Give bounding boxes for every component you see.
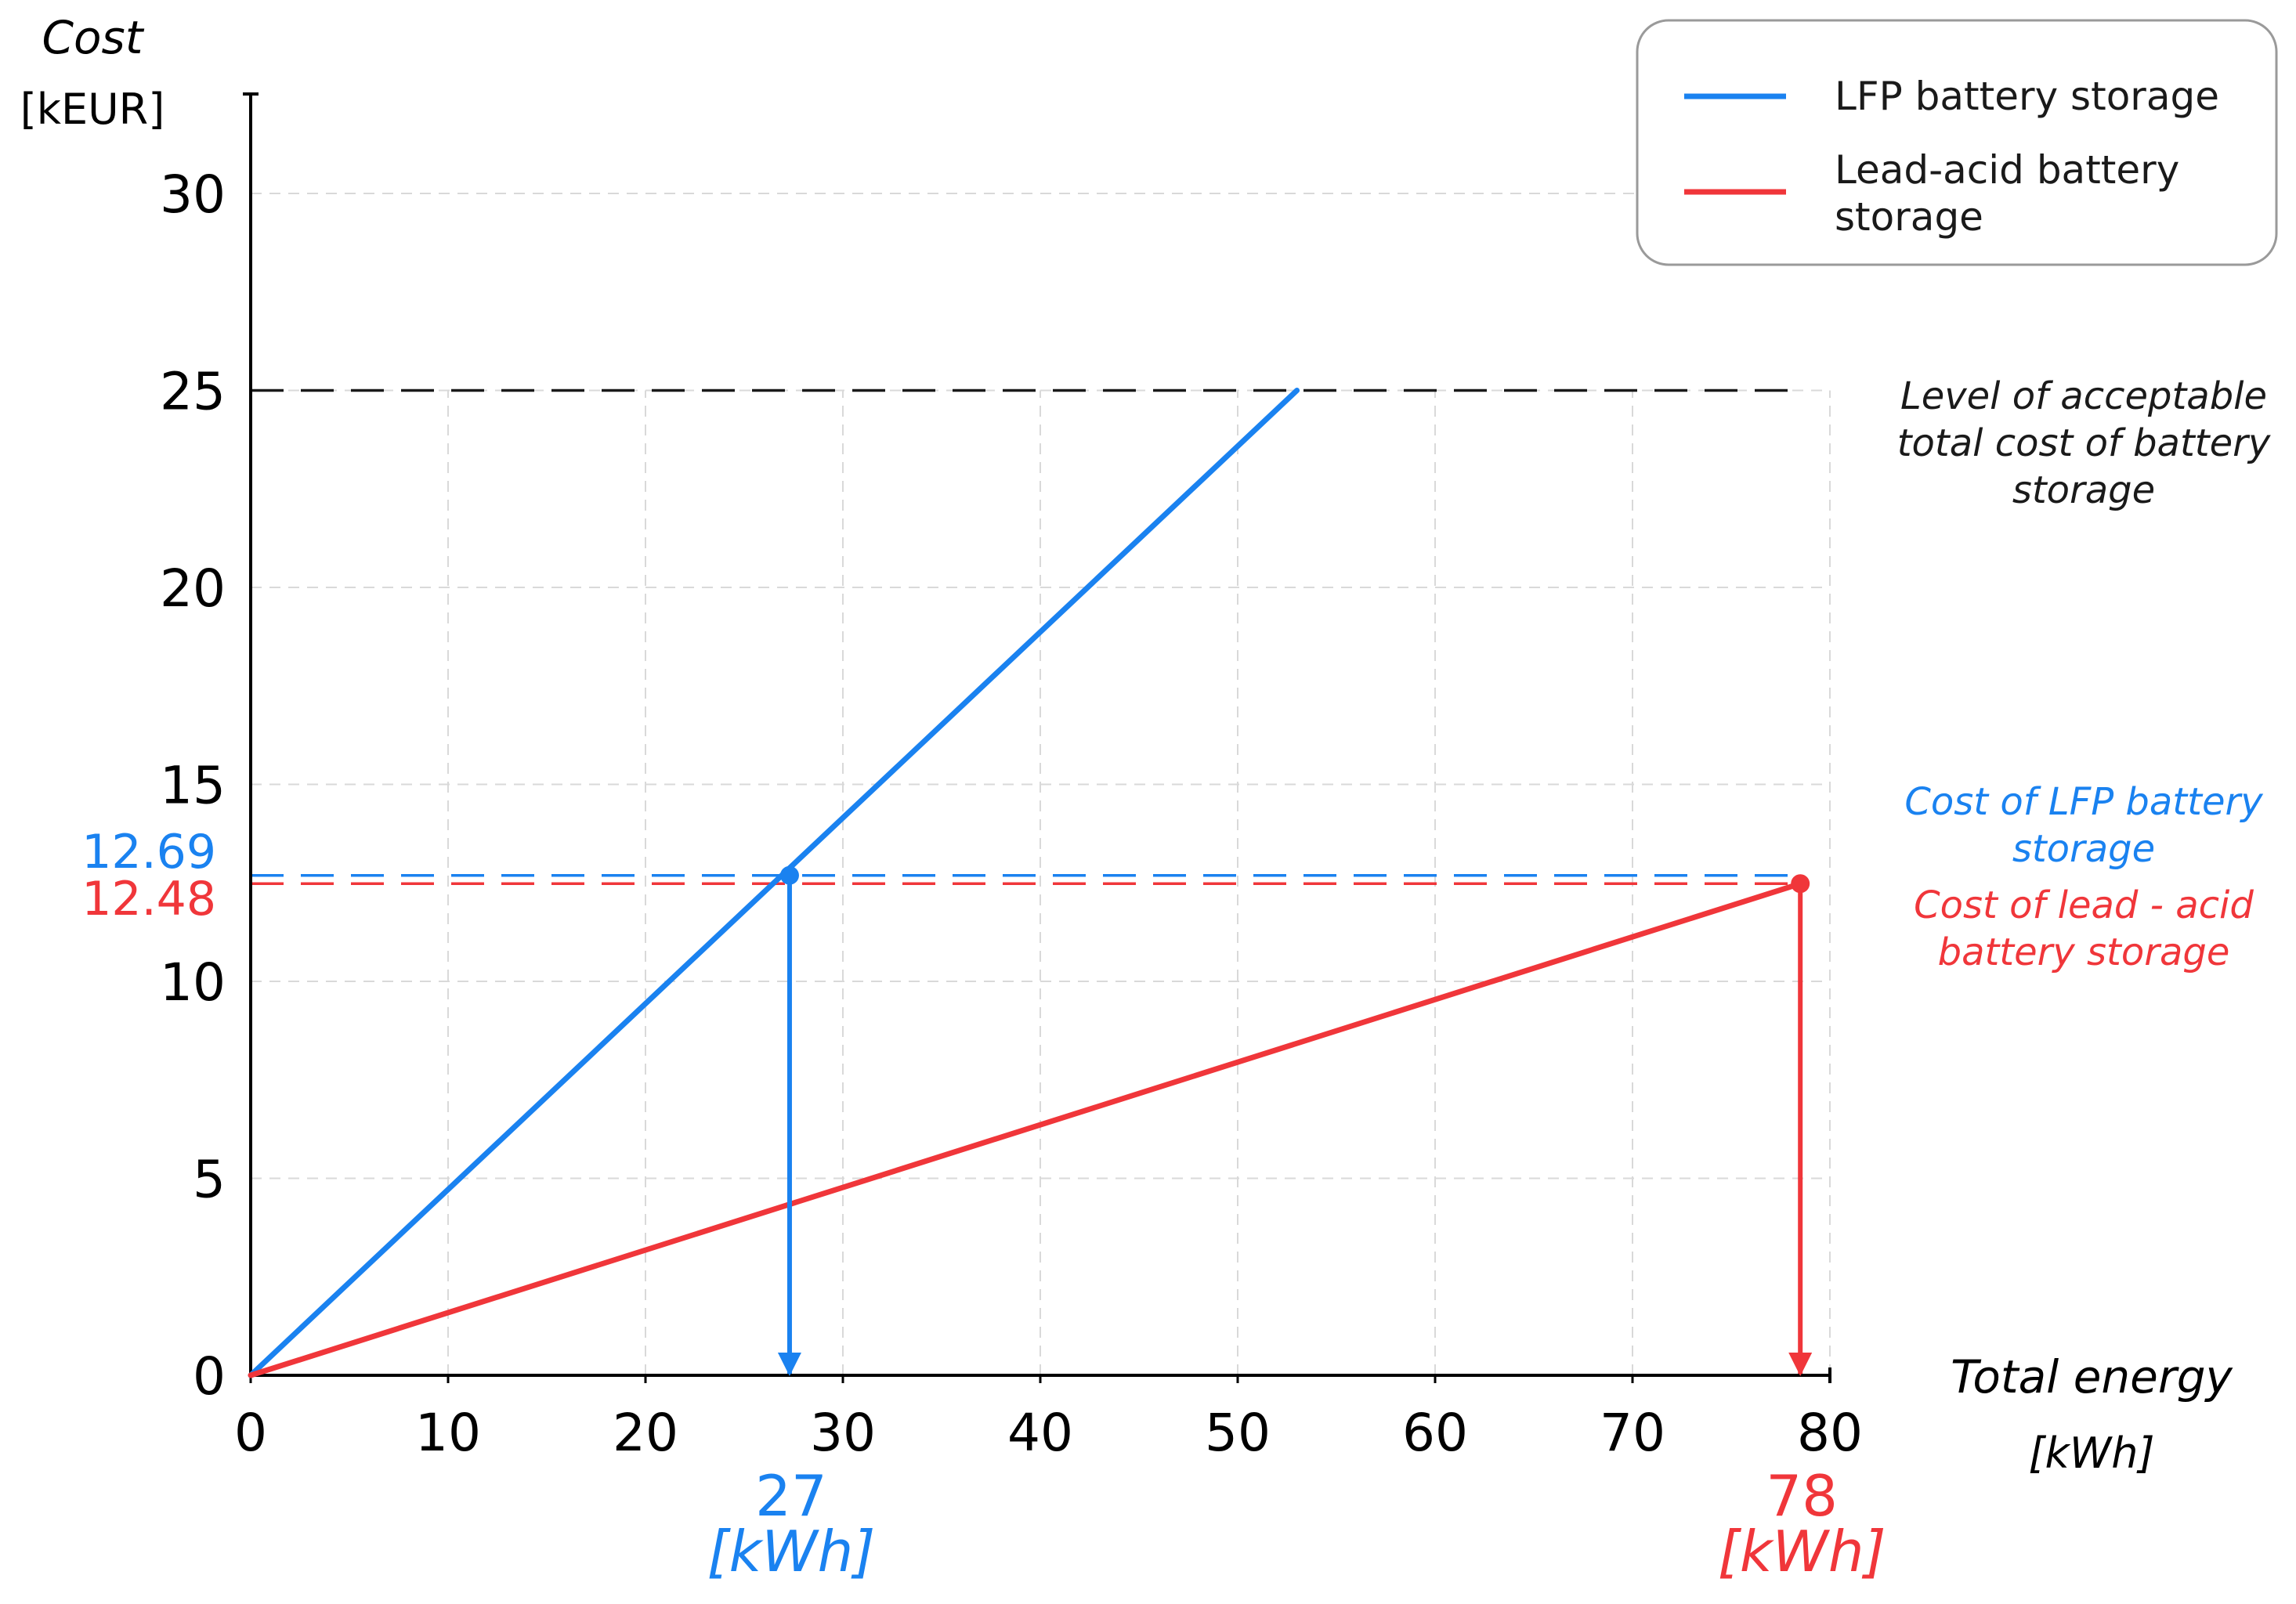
legend-label-lfp: LFP battery storage xyxy=(1835,74,2219,119)
x-tick-label: 50 xyxy=(1205,1403,1271,1463)
x-tick-label: 80 xyxy=(1797,1403,1863,1463)
annotation-cost-lead-acid-line: Cost of lead - acid xyxy=(1914,883,2254,927)
x-tick-label: 20 xyxy=(613,1403,678,1463)
x-tick-label: 40 xyxy=(1007,1403,1073,1463)
y-tick-label: 30 xyxy=(160,164,226,225)
legend: LFP battery storage Lead-acid batterystor… xyxy=(1636,19,2278,266)
energy-unit-lfp: [kWh] xyxy=(707,1519,876,1584)
x-tick-label: 70 xyxy=(1600,1403,1665,1463)
cost-value-lfp: 12.69 xyxy=(81,825,216,880)
y-tick-label: 0 xyxy=(193,1346,226,1407)
annotation-acceptable-cost-line: total cost of battery xyxy=(1897,421,2271,465)
annotation-cost-lead-acid-line: battery storage xyxy=(1938,930,2230,974)
energy-value-lfp: 27 xyxy=(755,1463,827,1529)
markers xyxy=(777,865,1813,1376)
cost-value-lead-acid: 12.48 xyxy=(81,872,216,927)
labels: Cost[kEUR]Total energy[kWh]27[kWh]78[kWh… xyxy=(20,11,2271,1584)
x-tick-label: 60 xyxy=(1402,1403,1468,1463)
x-axis-unit: [kWh] xyxy=(2028,1429,2154,1478)
x-tick-label: 0 xyxy=(234,1403,267,1463)
annotation-cost-lfp-line: storage xyxy=(2012,827,2155,871)
reference-lines xyxy=(251,388,1802,886)
annotation-cost-lfp-line: Cost of LFP battery xyxy=(1904,780,2263,824)
x-axis-title: Total energy xyxy=(1951,1350,2233,1404)
annotation-acceptable-cost-line: Level of acceptable xyxy=(1900,374,2267,418)
series xyxy=(248,388,1803,1378)
y-axis-unit: [kEUR] xyxy=(20,85,165,134)
y-tick-label: 25 xyxy=(160,362,226,422)
energy-unit-lead-acid: [kWh] xyxy=(1718,1519,1886,1584)
intersection-point-lead-acid xyxy=(1791,874,1810,894)
energy-value-lead-acid: 78 xyxy=(1766,1463,1838,1529)
y-axis-title: Cost xyxy=(42,11,145,64)
intersection-point-lfp xyxy=(779,865,799,885)
y-tick-label: 5 xyxy=(193,1150,226,1210)
axes: 0 10 20 30 40 50 60 70 80 0 5 10 15 20 25 30 xyxy=(160,92,1863,1463)
series-line-lead-acid xyxy=(248,880,1803,1378)
y-tick-label: 10 xyxy=(160,952,226,1013)
legend-box xyxy=(1636,19,2278,266)
legend-label-lead-acid-line2: storage xyxy=(1835,194,1983,240)
x-tick-label: 10 xyxy=(415,1403,481,1463)
grid xyxy=(251,193,1831,1375)
x-tick-label: 30 xyxy=(810,1403,876,1463)
y-tick-label: 15 xyxy=(160,756,226,816)
series-line-lfp xyxy=(248,388,1300,1378)
legend-label-lead-acid-line1: Lead-acid battery xyxy=(1835,147,2179,193)
annotation-acceptable-cost-line: storage xyxy=(2012,468,2155,512)
y-tick-label: 20 xyxy=(160,558,226,619)
